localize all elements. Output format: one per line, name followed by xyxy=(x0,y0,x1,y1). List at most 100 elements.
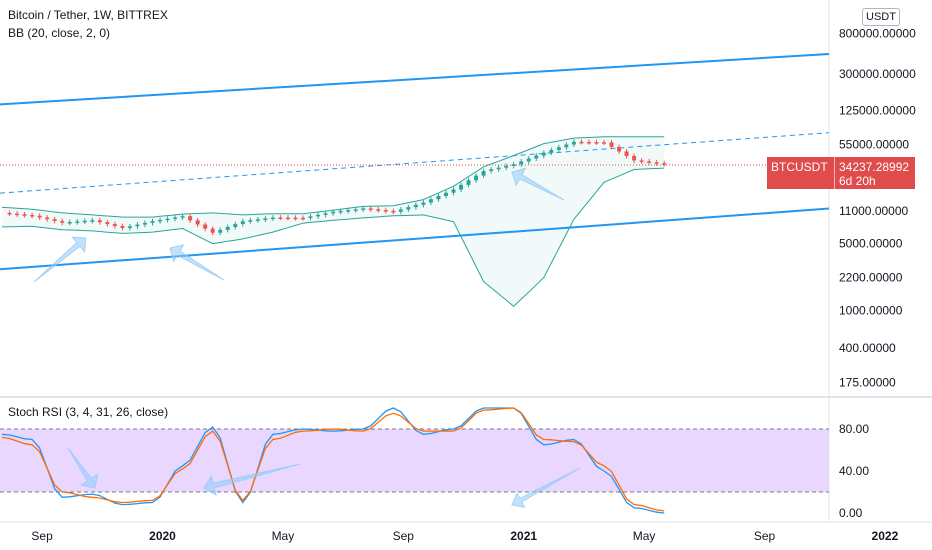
candle-body xyxy=(602,142,606,144)
time-tick-label: Sep xyxy=(393,529,415,543)
candle-body xyxy=(97,220,102,223)
stoch-line-k xyxy=(1,407,665,514)
candle-body xyxy=(632,155,637,161)
candle-body xyxy=(225,226,230,230)
candle-body xyxy=(135,224,140,227)
candle-body xyxy=(150,221,155,223)
candlesticks xyxy=(7,139,667,236)
candle-body xyxy=(338,210,343,213)
candle-body xyxy=(240,221,245,225)
price-tick-label: 55000.00000 xyxy=(839,137,909,151)
price-pane[interactable]: 2000000.00000 800000.00000 300000.00000 125… xyxy=(0,0,923,396)
channel-lower-line xyxy=(0,207,830,271)
trend-channel xyxy=(0,52,830,271)
arrow-stoch-1 xyxy=(67,447,99,489)
candle-body xyxy=(413,204,418,208)
channel-upper-line xyxy=(0,52,830,106)
candle-body xyxy=(391,210,396,213)
candle-body xyxy=(120,226,125,228)
candle-body xyxy=(564,144,569,148)
candle-body xyxy=(647,161,652,163)
chart-title: Bitcoin / Tether, 1W, BITTREX xyxy=(8,8,168,22)
candle-body xyxy=(293,217,298,220)
candle-body xyxy=(173,217,178,219)
time-tick-label: May xyxy=(633,529,656,543)
candle-body xyxy=(526,158,531,162)
candle-body xyxy=(218,229,223,233)
candle-body xyxy=(549,149,554,153)
candle-body xyxy=(188,216,193,221)
time-tick-label: 2020 xyxy=(149,529,176,543)
stoch-line-d xyxy=(1,407,665,512)
currency-badge[interactable]: USDT xyxy=(862,8,900,26)
candle-body xyxy=(75,221,80,223)
candle-body xyxy=(489,169,494,172)
candle-body xyxy=(15,213,20,216)
candle-body xyxy=(662,163,667,165)
price-tick-label: 11000.00000 xyxy=(839,204,909,218)
candle-body xyxy=(579,141,584,144)
stoch-rsi-pane[interactable]: 80.00 40.00 0.00 xyxy=(0,398,869,522)
candle-body xyxy=(421,202,426,205)
candle-body xyxy=(180,216,185,218)
stoch-tick-label: 80.00 xyxy=(839,422,869,436)
candle-body xyxy=(308,216,313,218)
candle-body xyxy=(459,184,464,190)
arrow-2019-low xyxy=(33,236,87,283)
stoch-axis-labels: 80.00 40.00 0.00 xyxy=(839,422,869,520)
stoch-band xyxy=(0,429,829,492)
price-tick-label: 5000.00000 xyxy=(839,237,903,251)
candle-body xyxy=(210,228,215,233)
arrow-stoch-2 xyxy=(203,463,301,496)
bb-fill-area xyxy=(2,136,665,307)
candle-body xyxy=(278,217,283,220)
candle-body xyxy=(496,167,501,170)
candle-body xyxy=(255,219,260,221)
candle-body xyxy=(37,215,42,218)
candle-body xyxy=(60,220,65,223)
time-tick-label: 2021 xyxy=(510,529,537,543)
candle-body xyxy=(112,224,117,227)
candle-body xyxy=(45,217,50,220)
candle-body xyxy=(504,165,509,168)
candle-body xyxy=(571,141,576,145)
candle-body xyxy=(90,220,95,222)
candle-body xyxy=(406,207,411,210)
candle-body xyxy=(466,180,471,185)
time-tick-label: May xyxy=(272,529,295,543)
bar-countdown: 6d 20h xyxy=(839,174,876,188)
candle-body xyxy=(263,218,268,220)
candle-body xyxy=(639,160,644,162)
candle-body xyxy=(376,209,381,211)
candle-body xyxy=(82,220,87,223)
candle-body xyxy=(368,208,373,210)
last-price-separator xyxy=(834,157,835,189)
annotation-arrows xyxy=(33,167,565,283)
price-tick-label: 125000.00000 xyxy=(839,103,916,117)
candle-body xyxy=(316,214,321,217)
candle-body xyxy=(248,220,253,222)
arrow-2020-low xyxy=(169,244,225,281)
candle-body xyxy=(474,175,479,181)
candle-body xyxy=(7,212,12,215)
candle-body xyxy=(519,161,524,165)
candle-body xyxy=(481,171,486,176)
candle-body xyxy=(30,215,35,217)
last-price-value: 34237.28992 xyxy=(839,160,910,174)
last-price-tag: BTCUSDT 34237.28992 6d 20h xyxy=(767,157,915,189)
candle-body xyxy=(654,162,659,164)
candle-body xyxy=(233,224,238,227)
candle-body xyxy=(541,152,546,156)
candle-body xyxy=(617,146,622,152)
candle-body xyxy=(383,210,388,212)
candle-body xyxy=(52,219,57,221)
time-tick-label: 2022 xyxy=(872,529,899,543)
candle-body xyxy=(323,213,328,215)
stoch-indicator-label: Stoch RSI (3, 4, 31, 26, close) xyxy=(8,405,169,419)
price-tick-label: 175.00000 xyxy=(839,375,896,389)
candle-body xyxy=(203,224,208,229)
bollinger-band-fill xyxy=(2,136,665,307)
candle-body xyxy=(443,192,448,197)
price-tick-label: 1000.00000 xyxy=(839,303,903,317)
